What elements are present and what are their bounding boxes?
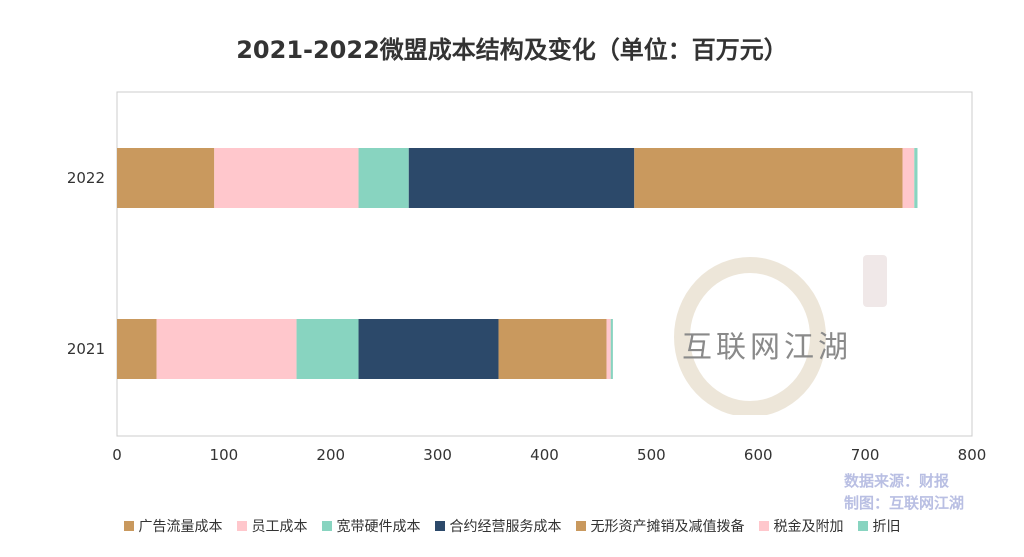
legend-item: 税金及附加	[758, 516, 844, 536]
legend-item: 无形资产摊销及减值拨备	[575, 516, 745, 536]
bar-2021-series-2	[296, 319, 359, 379]
legend-item: 合约经营服务成本	[434, 516, 562, 536]
bar-2021-series-4	[498, 319, 607, 379]
chart-title: 2021-2022微盟成本结构及变化（单位：百万元）	[236, 36, 788, 64]
legend-item: 折旧	[857, 516, 901, 536]
plot-frame	[116, 91, 973, 437]
legend-label: 无形资产摊销及减值拨备	[590, 519, 745, 535]
author-line: 制图：互联网江湖	[843, 494, 964, 512]
legend-swatch	[123, 521, 134, 531]
y-tick-label: 2021	[67, 340, 105, 358]
source-line: 数据来源：财报	[843, 472, 949, 490]
legend-swatch	[236, 521, 247, 531]
x-tick-label: 800	[958, 446, 987, 464]
legend-swatch	[758, 521, 769, 531]
bar-2021-series-0	[117, 319, 157, 379]
bar-2022-series-1	[214, 148, 359, 208]
y-tick-label: 2022	[67, 169, 105, 187]
legend-item: 员工成本	[236, 516, 308, 536]
x-tick-label: 600	[744, 446, 773, 464]
x-tick-label: 400	[530, 446, 559, 464]
legend-swatch	[857, 521, 868, 531]
watermark-text: 互联网江湖	[682, 330, 852, 365]
legend-swatch	[434, 521, 445, 531]
legend: 广告流量成本 员工成本 宽带硬件成本 合约经营服务成本 无形资产摊销及减值拨备 税金及附加…	[0, 516, 1024, 536]
legend-swatch	[321, 521, 332, 531]
legend-item: 广告流量成本	[123, 516, 223, 536]
bar-2022-series-5	[902, 148, 915, 208]
x-tick-label: 200	[316, 446, 345, 464]
x-tick-label: 300	[423, 446, 452, 464]
bar-2022-series-4	[634, 148, 903, 208]
legend-swatch	[575, 521, 586, 531]
bar-2022-series-6	[914, 148, 918, 208]
x-tick-label: 700	[851, 446, 880, 464]
bar-2021-series-1	[156, 319, 297, 379]
legend-label: 税金及附加	[773, 519, 844, 535]
legend-label: 广告流量成本	[138, 519, 223, 535]
bar-2022-series-3	[408, 148, 635, 208]
legend-item: 宽带硬件成本	[321, 516, 421, 536]
bars-layer	[117, 148, 918, 379]
legend-label: 宽带硬件成本	[336, 519, 421, 535]
legend-label: 折旧	[872, 519, 901, 535]
source-note: 数据来源：财报 制图：互联网江湖	[844, 470, 964, 514]
x-axis-ticks: 0 100 200 300 400 500 600 700 800	[112, 446, 986, 464]
bar-2022-series-0	[117, 148, 215, 208]
legend-label: 员工成本	[251, 519, 308, 535]
y-axis-ticks: 2022 2021	[67, 169, 105, 358]
x-tick-label: 500	[637, 446, 666, 464]
bar-2021-series-5	[606, 319, 611, 379]
legend-label: 合约经营服务成本	[449, 519, 562, 535]
bar-2021-series-3	[358, 319, 499, 379]
bar-2022-series-2	[358, 148, 409, 208]
bar-2021-series-6	[610, 319, 613, 379]
x-tick-label: 100	[210, 446, 239, 464]
x-tick-label: 0	[112, 446, 122, 464]
